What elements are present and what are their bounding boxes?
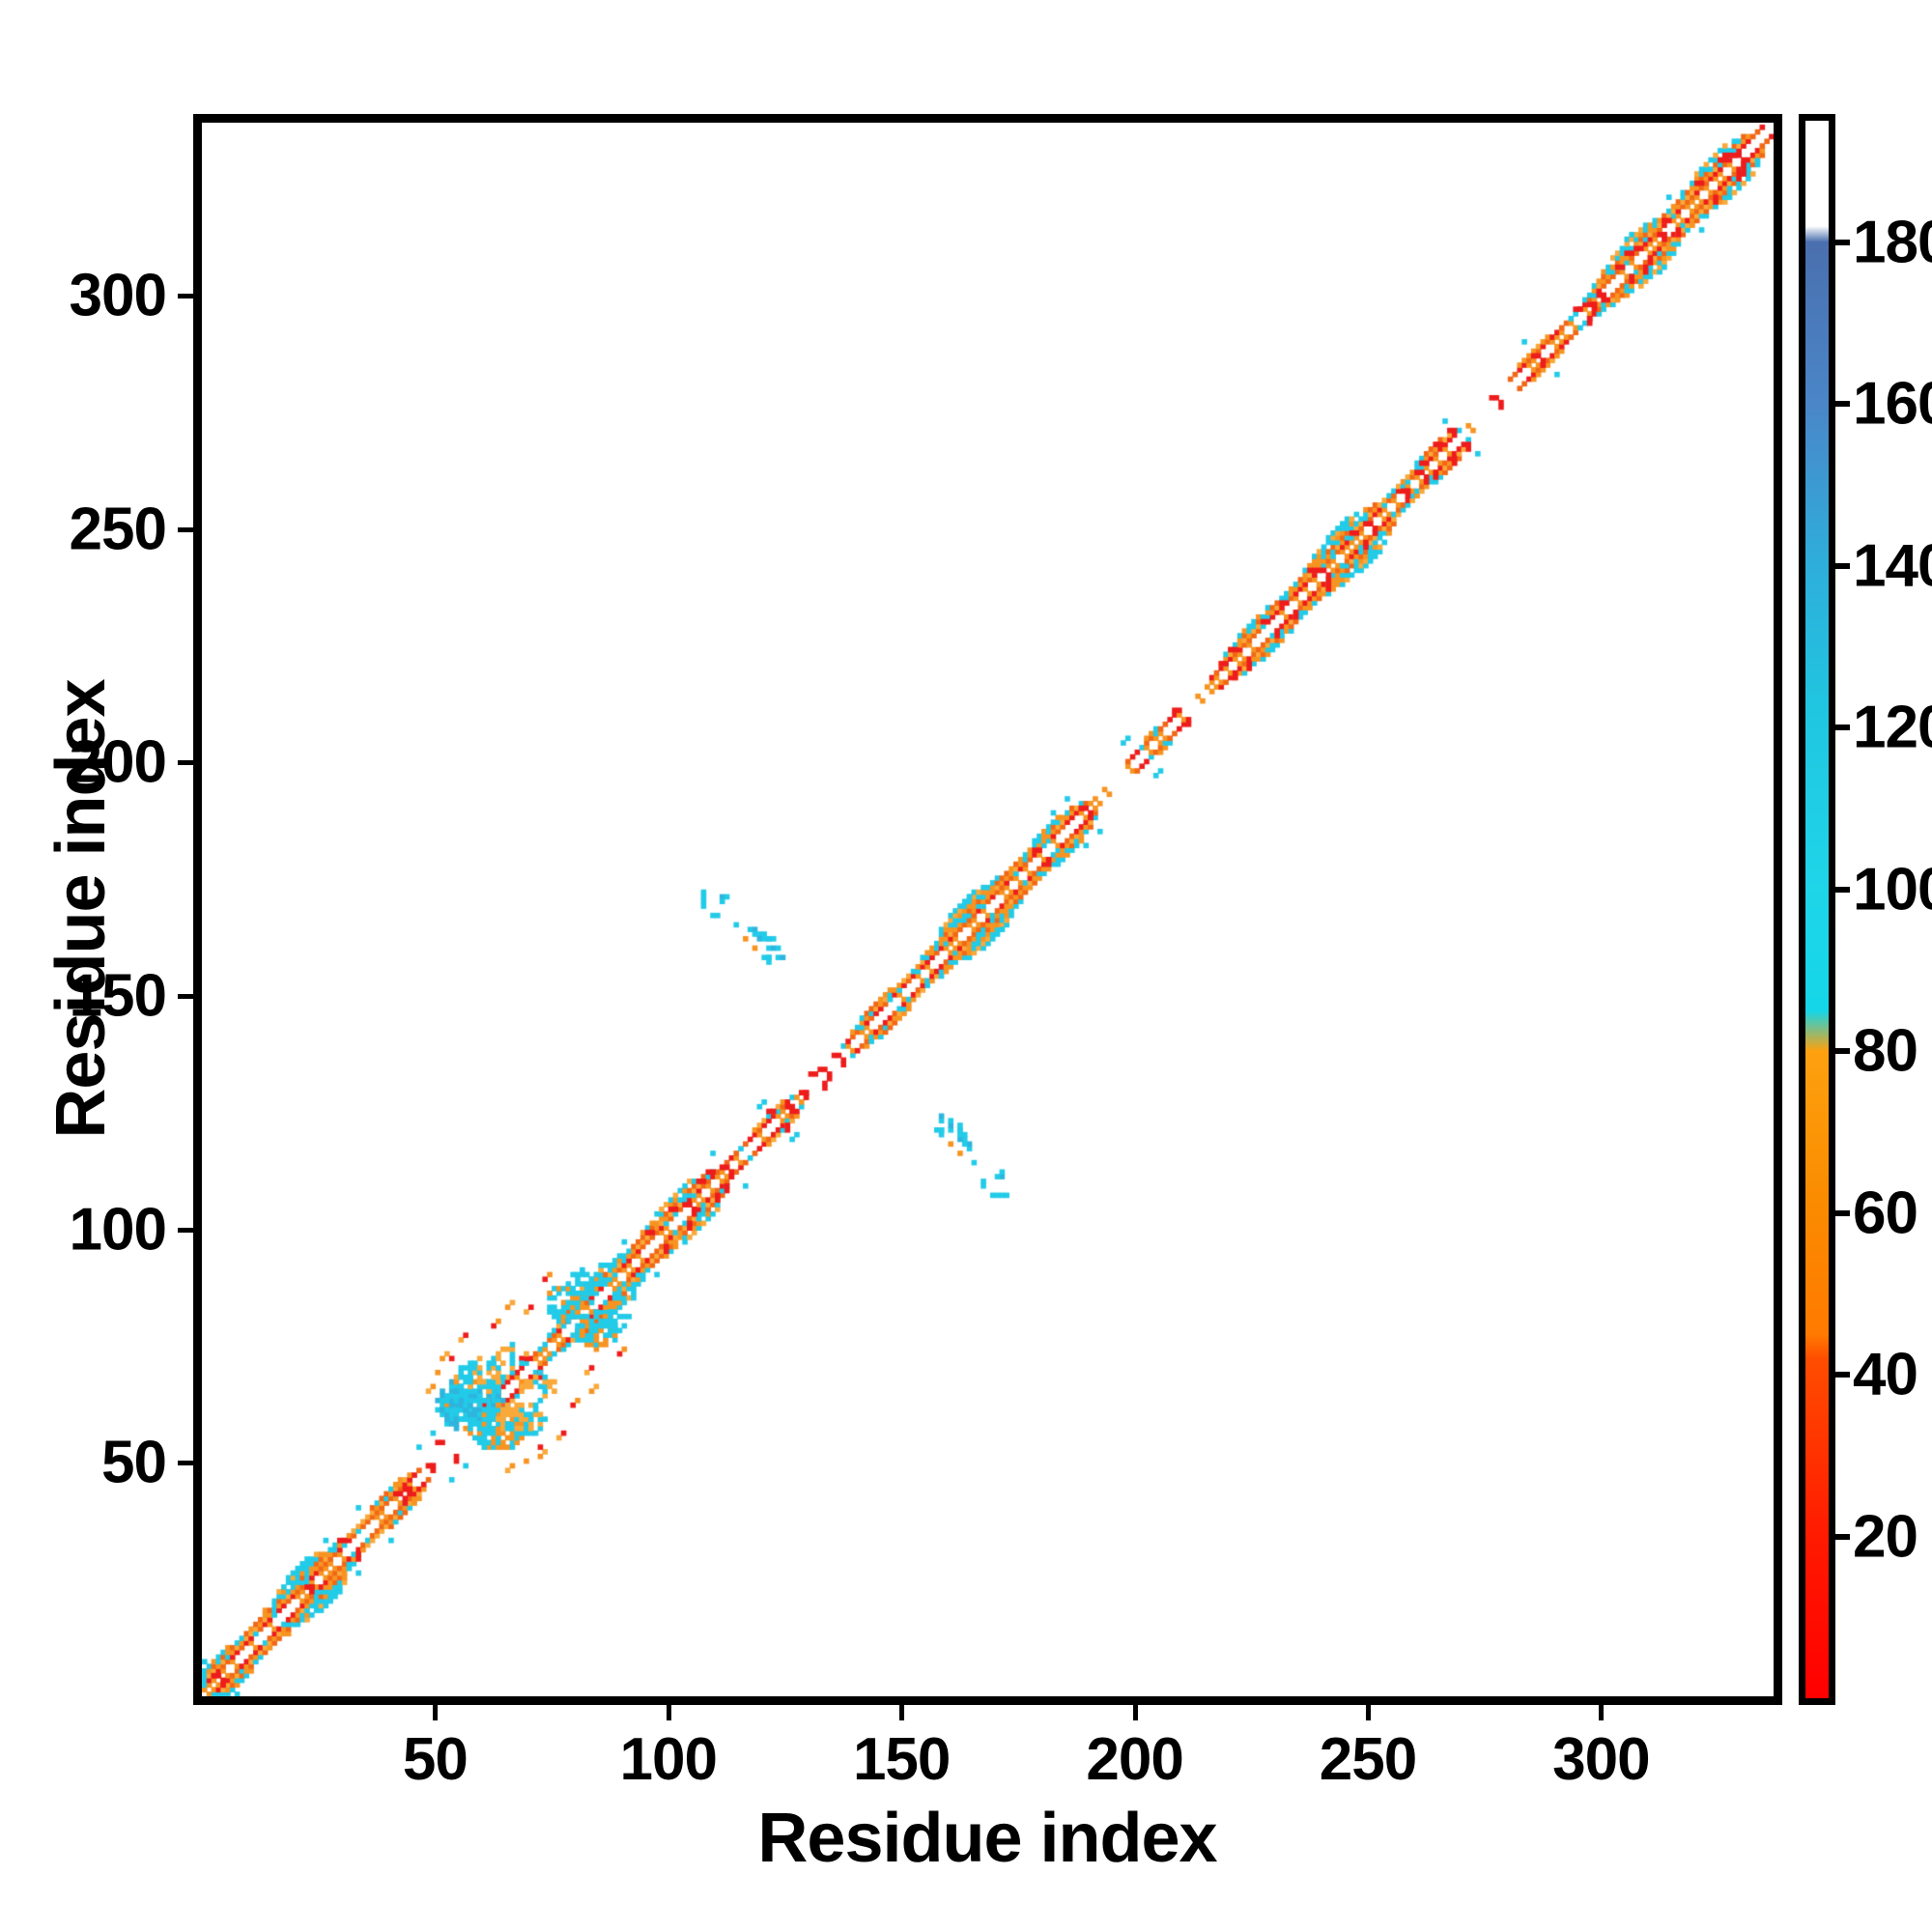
colorbar-tick-label: 100 — [1853, 856, 1932, 923]
x-tick-mark — [666, 1705, 671, 1720]
y-tick-label: 250 — [69, 496, 167, 563]
y-tick-label: 100 — [69, 1196, 167, 1264]
colorbar-tick-label: 60 — [1853, 1179, 1918, 1247]
colorbar-frame — [1799, 114, 1835, 1705]
colorbar-tick-mark — [1835, 562, 1850, 569]
colorbar-tick-mark — [1835, 1048, 1850, 1055]
y-tick-label: 150 — [69, 962, 167, 1030]
plot-area — [193, 114, 1782, 1705]
colorbar-tick-label: 140 — [1853, 532, 1932, 600]
colorbar — [1799, 114, 1835, 1705]
x-tick-mark — [1599, 1705, 1605, 1720]
colorbar-tick-mark — [1835, 886, 1850, 893]
y-tick-mark — [178, 760, 193, 766]
colorbar-tick-label: 120 — [1853, 694, 1932, 761]
colorbar-tick-mark — [1835, 401, 1850, 408]
colorbar-tick-label: 40 — [1853, 1341, 1918, 1408]
x-tick-label: 300 — [1552, 1726, 1650, 1793]
x-axis-title: Residue index — [757, 1800, 1217, 1877]
colorbar-tick-mark — [1835, 1372, 1850, 1378]
colorbar-tick-mark — [1835, 724, 1850, 731]
colorbar-tick-label: 160 — [1853, 370, 1932, 438]
y-tick-label: 50 — [101, 1429, 167, 1496]
x-tick-mark — [899, 1705, 905, 1720]
colorbar-gradient — [1805, 121, 1829, 1698]
x-tick-mark — [1365, 1705, 1371, 1720]
x-tick-label: 100 — [619, 1726, 718, 1793]
colorbar-tick-mark — [1835, 239, 1850, 245]
x-tick-label: 50 — [402, 1726, 469, 1793]
x-tick-label: 250 — [1319, 1726, 1417, 1793]
y-tick-mark — [178, 1461, 193, 1466]
colorbar-tick-label: 80 — [1853, 1017, 1918, 1085]
colorbar-tick-label: 20 — [1853, 1503, 1918, 1570]
x-tick-mark — [1132, 1705, 1138, 1720]
x-tick-mark — [433, 1705, 439, 1720]
x-tick-label: 200 — [1086, 1726, 1183, 1793]
colorbar-tick-mark — [1835, 1533, 1850, 1540]
heatmap-canvas — [202, 123, 1774, 1696]
colorbar-tick-mark — [1835, 1209, 1850, 1216]
y-tick-label: 200 — [69, 728, 167, 796]
y-tick-label: 300 — [69, 262, 167, 329]
y-tick-mark — [178, 1227, 193, 1233]
y-tick-mark — [178, 526, 193, 532]
colorbar-tick-label: 180 — [1853, 209, 1932, 276]
y-tick-mark — [178, 293, 193, 298]
x-tick-label: 150 — [852, 1726, 951, 1793]
y-tick-mark — [178, 993, 193, 999]
